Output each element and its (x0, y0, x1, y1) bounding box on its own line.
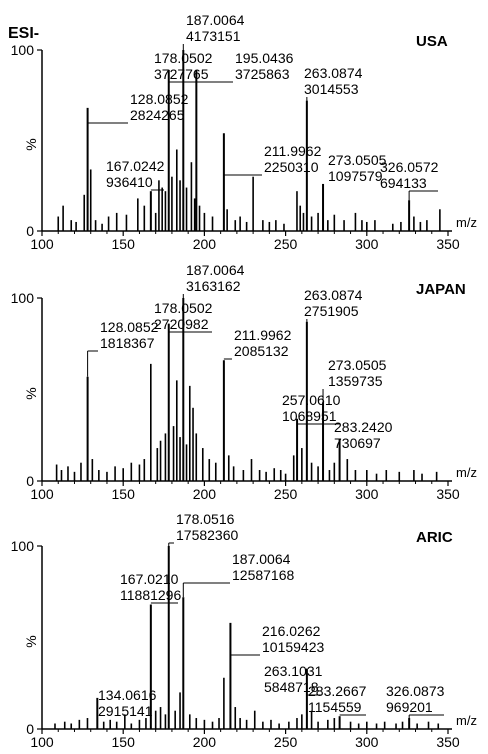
y-axis-label: % (23, 138, 39, 150)
peak-intensity-label: 4173151 (186, 28, 241, 44)
x-axis-label: m/z (456, 713, 477, 728)
peak-mz-label: 283.2420 (334, 419, 393, 435)
peak-intensity-label: 2915141 (98, 703, 153, 719)
peak-intensity-label: 694133 (380, 175, 427, 191)
peak-mz-label: 195.0436 (235, 50, 294, 66)
peak-mz-label: 128.0852 (130, 91, 189, 107)
peak-intensity-label: 5848718 (264, 679, 319, 695)
peak-intensity-label: 3725863 (235, 66, 290, 82)
peak-mz-label: 178.0502 (154, 50, 213, 66)
x-tick-label: 250 (274, 486, 298, 502)
x-tick-label: 350 (436, 486, 460, 502)
y-tick-label: 100 (11, 290, 35, 306)
peak-intensity-label: 17582360 (176, 527, 239, 543)
peak-mz-label: 326.0572 (380, 159, 439, 175)
peak-intensity-label: 2824265 (130, 107, 185, 123)
peak-intensity-label: 2720982 (154, 316, 209, 332)
peak-mz-label: 211.9962 (234, 327, 292, 343)
peak-mz-label: 257.0610 (282, 392, 341, 408)
x-tick-label: 300 (355, 236, 379, 252)
x-axis-label: m/z (456, 465, 477, 480)
x-tick-label: 100 (30, 236, 54, 252)
y-tick-label: 100 (11, 538, 35, 554)
peak-intensity-label: 3163162 (186, 278, 241, 294)
peak-intensity-label: 1818367 (100, 335, 155, 351)
peak-intensity-label: 969201 (386, 699, 433, 715)
peak-mz-label: 134.0616 (98, 687, 157, 703)
x-tick-label: 150 (112, 236, 136, 252)
peak-intensity-label: 1154559 (308, 699, 362, 715)
x-tick-label: 300 (355, 486, 379, 502)
panel-title: USA (416, 33, 448, 50)
x-tick-label: 350 (436, 236, 460, 252)
peak-mz-label: 273.0505 (328, 152, 387, 168)
peak-mz-label: 187.0064 (186, 262, 245, 278)
y-tick-label: 0 (26, 721, 34, 737)
peak-mz-label: 167.0210 (120, 571, 179, 587)
y-tick-label: 0 (26, 223, 34, 239)
x-tick-label: 300 (355, 734, 379, 750)
peak-mz-label: 326.0873 (386, 683, 445, 699)
peak-intensity-label: 2250310 (264, 159, 319, 175)
peak-mz-label: 187.0064 (232, 551, 291, 567)
peak-mz-label: 216.0262 (262, 623, 321, 639)
x-tick-label: 150 (112, 734, 136, 750)
panel-title: JAPAN (416, 281, 466, 298)
x-tick-label: 350 (436, 734, 460, 750)
peak-intensity-label: 1359735 (328, 373, 383, 389)
peak-intensity-label: 2085132 (234, 343, 289, 359)
y-axis-label: % (23, 635, 39, 647)
peak-intensity-label: 1068951 (282, 408, 337, 424)
peak-mz-label: 263.1031 (264, 663, 323, 679)
x-tick-label: 250 (274, 236, 298, 252)
peak-intensity-label: 1097579 (328, 168, 383, 184)
y-tick-label: 100 (11, 42, 35, 58)
y-axis-label: % (23, 387, 39, 399)
x-tick-label: 100 (30, 734, 54, 750)
peak-intensity-label: 10159423 (262, 639, 325, 655)
x-tick-label: 100 (30, 486, 54, 502)
x-tick-label: 200 (193, 236, 217, 252)
panel-title: ARIC (416, 529, 453, 546)
peak-intensity-label: 3727765 (154, 66, 209, 82)
peak-intensity-label: 3014553 (304, 81, 359, 97)
peak-mz-label: 128.0852 (100, 319, 159, 335)
x-tick-label: 200 (193, 734, 217, 750)
peak-intensity-label: 730697 (334, 435, 381, 451)
peak-mz-label: 263.0874 (304, 65, 363, 81)
x-tick-label: 250 (274, 734, 298, 750)
x-tick-label: 150 (112, 486, 136, 502)
peak-mz-label: 178.0502 (154, 300, 213, 316)
peak-mz-label: 263.0874 (304, 287, 363, 303)
peak-intensity-label: 12587168 (232, 567, 295, 583)
peak-mz-label: 167.0242 (106, 158, 165, 174)
peak-mz-label: 178.0516 (176, 511, 235, 527)
peak-intensity-label: 11881296 (120, 587, 181, 603)
y-tick-label: 0 (26, 473, 34, 489)
peak-mz-label: 211.9962 (264, 143, 322, 159)
ion-mode-label: ESI- (8, 25, 39, 42)
peak-mz-label: 187.0064 (186, 12, 245, 28)
peak-mz-label: 283.2667 (308, 683, 367, 699)
peak-intensity-label: 936410 (106, 174, 153, 190)
peak-intensity-label: 2751905 (304, 303, 359, 319)
peak-mz-label: 273.0505 (328, 357, 387, 373)
x-tick-label: 200 (193, 486, 217, 502)
x-axis-label: m/z (456, 215, 477, 230)
